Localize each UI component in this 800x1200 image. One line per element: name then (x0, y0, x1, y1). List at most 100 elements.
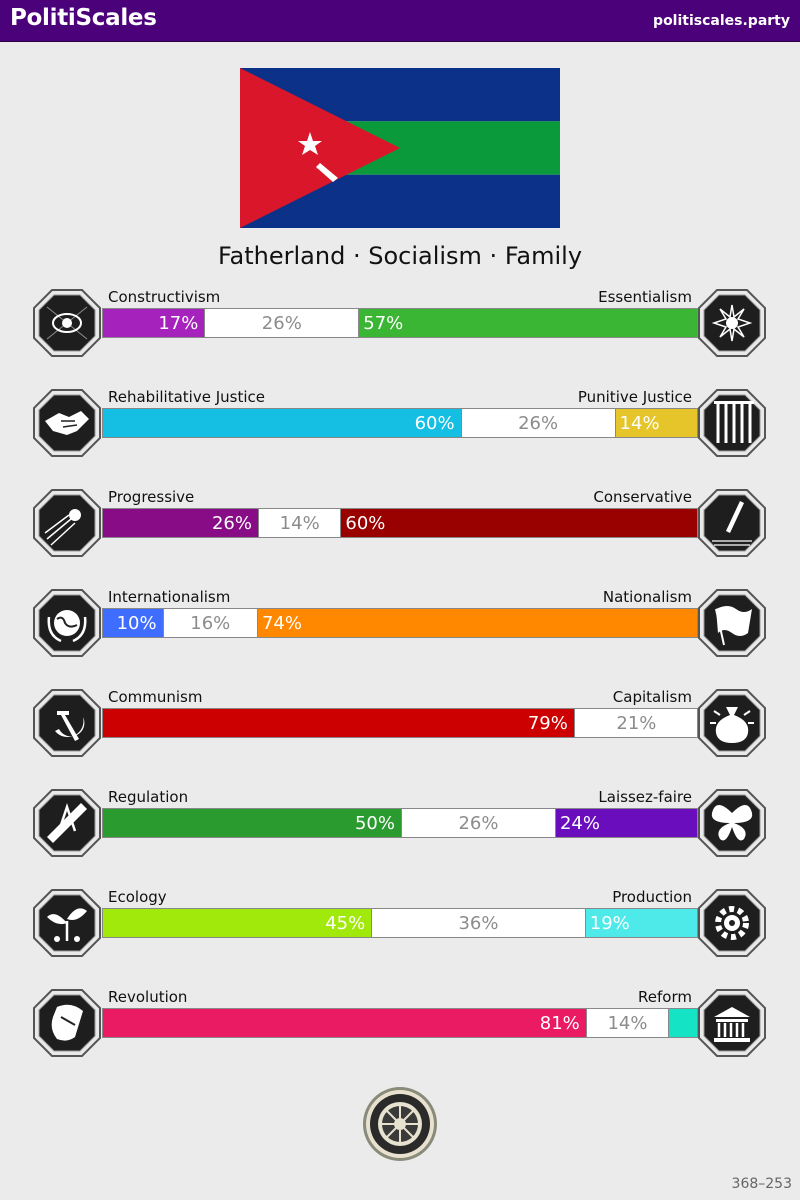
axis-left-segment (103, 709, 574, 737)
axis-bar: 79% 21% (102, 708, 698, 738)
axis-left-label: Revolution (108, 988, 188, 1006)
axis-left-percent: 79% (527, 713, 568, 734)
axis-middle-segment (257, 509, 342, 537)
axis-left-label: Communism (108, 688, 203, 706)
axis-right-label: Production (612, 888, 692, 906)
handshake-icon (33, 389, 101, 457)
axis-bar: 26% 14% 60% (102, 508, 698, 538)
axis-right-label: Laissez-faire (598, 788, 692, 806)
axis-right-percent: 60% (345, 513, 386, 534)
axis-right-label: Punitive Justice (577, 388, 692, 406)
axis-middle-percent: 26% (518, 413, 559, 434)
axis-middle-segment (371, 909, 586, 937)
axis-right-segment (585, 909, 697, 937)
axis-row: Regulation Laissez-faire 50% 26% 24% (0, 788, 800, 870)
slogan: Fatherland · Socialism · Family (217, 242, 583, 270)
axis-row: Progressive Conservative 26% 14% 60% (0, 488, 800, 570)
axis-bar: 81% 14% (102, 1008, 698, 1038)
axis-left-segment (103, 309, 205, 337)
axis-left-label: Internationalism (108, 588, 231, 606)
axis-right-percent: 57% (363, 313, 404, 334)
axis-right-segment (669, 1009, 697, 1037)
quill-pen-icon (698, 489, 766, 557)
axis-left-label: Constructivism (108, 288, 221, 306)
axis-middle-percent: 36% (458, 913, 499, 934)
axis-left-label: Regulation (108, 788, 189, 806)
axis-right-percent: 24% (559, 813, 600, 834)
axis-left-label: Progressive (108, 488, 195, 506)
axis-left-segment (103, 809, 401, 837)
butterfly-icon (698, 789, 766, 857)
gear-icon (698, 889, 766, 957)
axis-bar: 10% 16% 74% (102, 608, 698, 638)
crescent-star-sickle-icon (288, 126, 338, 182)
waving-flag-icon (698, 589, 766, 657)
axis-right-segment (359, 309, 697, 337)
axis-left-percent: 45% (325, 913, 366, 934)
axis-right-label: Essentialism (598, 288, 692, 306)
flag (240, 68, 560, 228)
axis-right-label: Conservative (593, 488, 692, 506)
axis-row: Revolution Reform 81% 14% (0, 988, 800, 1070)
axis-bar: 50% 26% 24% (102, 808, 698, 838)
axis-row: Constructivism Essentialism 17% 26% 57% (0, 288, 800, 370)
axis-middle-segment (460, 409, 616, 437)
axis-middle-percent: 21% (616, 713, 657, 734)
axis-left-label: Rehabilitative Justice (108, 388, 265, 406)
axis-left-percent: 60% (414, 413, 455, 434)
axis-bar: 45% 36% 19% (102, 908, 698, 938)
axis-middle-percent: 14% (607, 1013, 648, 1034)
axis-middle-segment (204, 309, 360, 337)
axis-row: Rehabilitative Justice Punitive Justice 60… (0, 388, 800, 470)
axis-left-percent: 17% (158, 313, 199, 334)
parliament-icon (698, 989, 766, 1057)
axis-middle-percent: 26% (261, 313, 302, 334)
axis-right-segment (615, 409, 697, 437)
globe-wreath-icon (33, 589, 101, 657)
axis-left-percent: 81% (539, 1013, 580, 1034)
flag-triangle (240, 68, 400, 228)
axis-right-segment (555, 809, 697, 837)
result-code: 368–253 (731, 1176, 792, 1192)
axis-middle-segment (401, 809, 556, 837)
axis-middle-segment (585, 1009, 670, 1037)
axis-right-segment (257, 609, 697, 637)
axis-left-segment (103, 1009, 586, 1037)
axis-right-percent: 19% (589, 913, 630, 934)
hammer-sickle-icon (33, 689, 101, 757)
axis-left-percent: 50% (354, 813, 395, 834)
header-bar: PolitiScales politiscales.party (0, 0, 800, 42)
axis-left-segment (103, 909, 372, 937)
site-link[interactable]: politiscales.party (653, 13, 790, 29)
fist-flag-icon (33, 989, 101, 1057)
eye-icon (33, 289, 101, 357)
axis-left-percent: 26% (211, 513, 252, 534)
axis-right-label: Reform (638, 988, 692, 1006)
ruler-compass-icon (33, 789, 101, 857)
prison-bars-icon (698, 389, 766, 457)
axis-right-segment (341, 509, 697, 537)
sprout-icon (33, 889, 101, 957)
flower-icon (698, 289, 766, 357)
axis-left-label: Ecology (108, 888, 167, 906)
axis-middle-percent: 16% (190, 613, 231, 634)
axis-left-segment (103, 609, 163, 637)
axis-middle-percent: 26% (458, 813, 499, 834)
axis-row: Ecology Production 45% 36% 19% (0, 888, 800, 970)
brand-title[interactable]: PolitiScales (10, 5, 157, 31)
comet-icon (33, 489, 101, 557)
axis-row: Communism Capitalism 79% 21% (0, 688, 800, 770)
axis-middle-segment (573, 709, 697, 737)
axis-bar: 60% 26% 14% (102, 408, 698, 438)
axis-row: Internationalism Nationalism 10% 16% 74% (0, 588, 800, 670)
axis-right-label: Capitalism (612, 688, 692, 706)
axis-middle-segment (162, 609, 258, 637)
axis-left-segment (103, 509, 258, 537)
axis-bar: 17% 26% 57% (102, 308, 698, 338)
seal-icon (363, 1087, 437, 1161)
axis-right-percent: 74% (261, 613, 302, 634)
axis-right-label: Nationalism (602, 588, 692, 606)
axis-middle-percent: 14% (279, 513, 320, 534)
axis-left-segment (103, 409, 461, 437)
axis-right-percent: 14% (619, 413, 660, 434)
